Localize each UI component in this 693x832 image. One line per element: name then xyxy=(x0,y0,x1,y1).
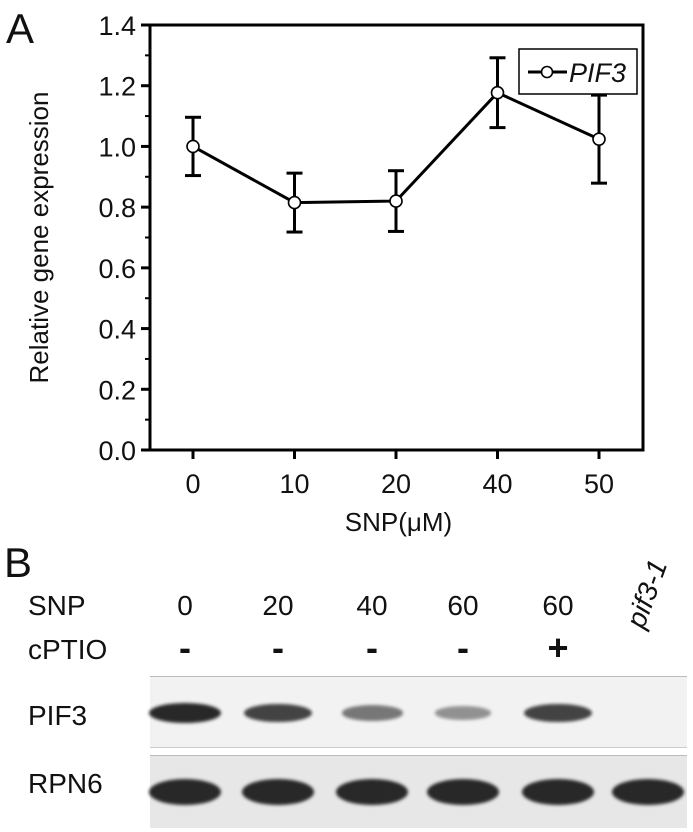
cptio-value: - xyxy=(272,627,284,668)
y-tick-label: 1.0 xyxy=(98,132,136,162)
snp-value: 40 xyxy=(356,590,388,621)
y-axis-title: Relative gene expression xyxy=(24,92,54,384)
rpn6-band xyxy=(612,779,684,805)
x-tick-label: 50 xyxy=(584,469,614,499)
y-tick-label: 0.4 xyxy=(98,315,136,345)
panel-b-label: B xyxy=(4,539,33,586)
snp-value: 0 xyxy=(177,590,193,621)
rpn6-band xyxy=(336,779,408,805)
x-tick-label: 20 xyxy=(381,469,411,499)
rpn6-blot-strip xyxy=(149,755,687,828)
x-tick-label: 10 xyxy=(279,469,309,499)
snp-value: 20 xyxy=(262,590,294,621)
cptio-value: + xyxy=(547,627,569,668)
snp-row-label: SNP xyxy=(28,590,86,621)
y-tick-label: 0.2 xyxy=(98,375,136,405)
rpn6-band xyxy=(242,779,314,805)
blot-row-label-pif3: PIF3 xyxy=(28,700,88,731)
y-tick-label: 0.8 xyxy=(98,193,136,223)
x-axis-title: SNP(μM) xyxy=(345,507,452,537)
cptio-value: - xyxy=(366,627,378,668)
y-tick-label: 0.0 xyxy=(98,436,136,466)
cptio-value: - xyxy=(457,627,469,668)
legend-label: PIF3 xyxy=(569,58,626,88)
pif3-band xyxy=(341,705,403,721)
pif3-band xyxy=(434,706,492,720)
rpn6-band xyxy=(149,779,221,805)
snp-value: 60 xyxy=(447,590,479,621)
y-tick-label: 1.4 xyxy=(98,11,136,41)
line-chart: 0.0 0.2 0.4 0.6 0.8 1.0 1.2 1.4 0 10 20 40 50 SNP(μM)… xyxy=(24,11,645,537)
data-point xyxy=(186,139,200,154)
data-point xyxy=(490,85,505,100)
data-point xyxy=(592,132,606,146)
pif3-blot-strip xyxy=(149,676,687,748)
cptio-row-label: cPTIO xyxy=(28,634,108,665)
snp-value: 60 xyxy=(542,590,574,621)
blot-row-label-rpn6: RPN6 xyxy=(28,768,103,799)
y-tick-label: 0.6 xyxy=(98,254,136,284)
data-point xyxy=(287,195,302,210)
y-tick-label: 1.2 xyxy=(98,72,136,102)
panel-a-label: A xyxy=(6,5,35,52)
legend-marker xyxy=(540,65,554,79)
pif3-band xyxy=(523,703,593,723)
mutant-label: pif3-1 xyxy=(620,555,674,632)
pif3-band xyxy=(149,703,221,723)
cptio-value: - xyxy=(179,627,191,668)
x-tick-label: 0 xyxy=(185,469,200,499)
rpn6-band xyxy=(427,779,499,805)
rpn6-band xyxy=(522,779,594,805)
data-point xyxy=(389,194,403,208)
x-tick-label: 40 xyxy=(482,469,512,499)
pif3-band xyxy=(243,703,313,723)
